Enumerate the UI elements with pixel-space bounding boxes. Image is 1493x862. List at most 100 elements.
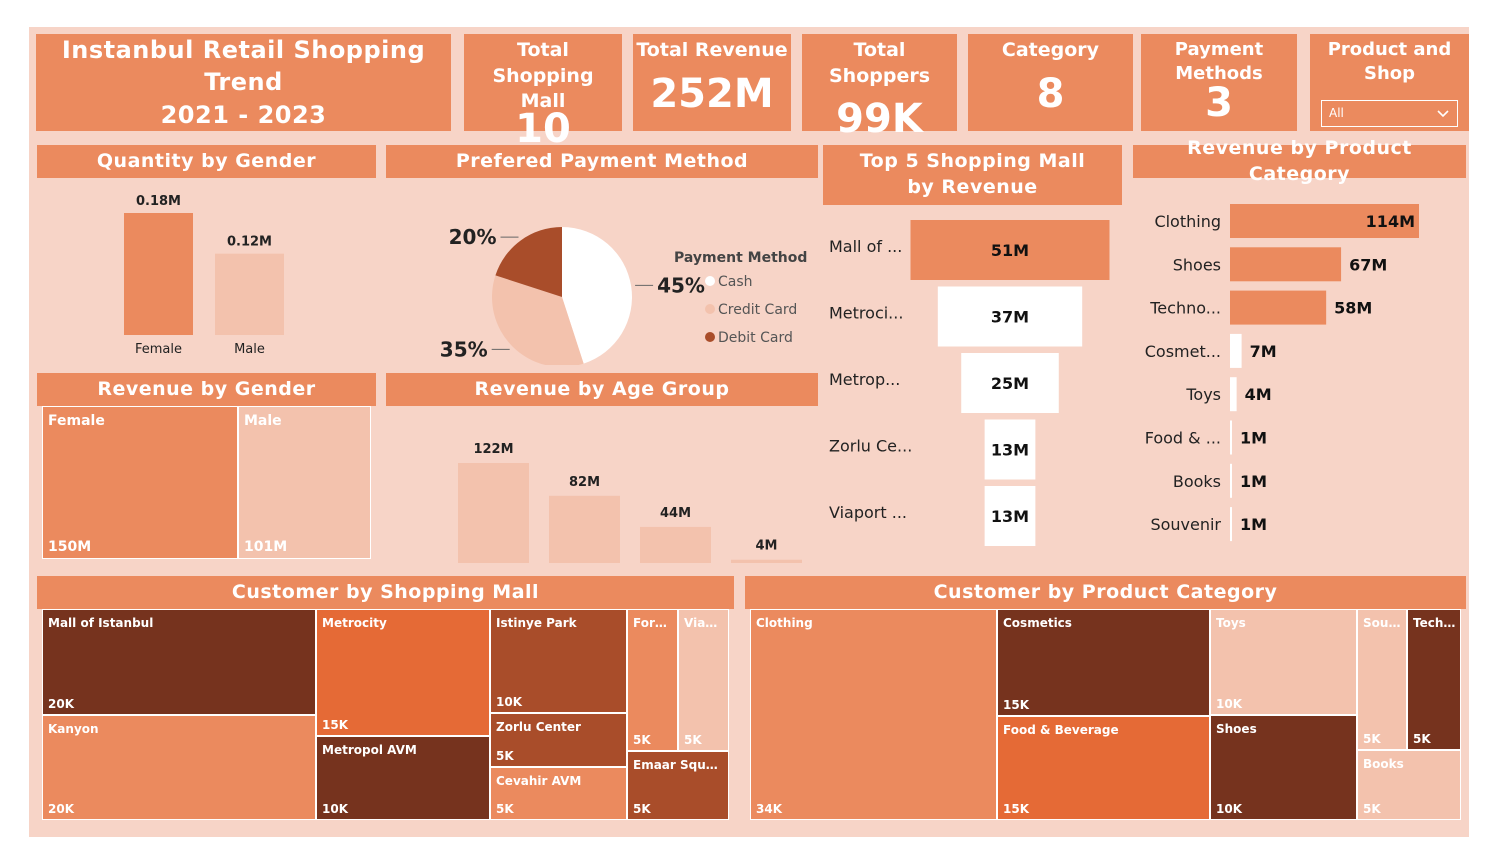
payment-method-header: Prefered Payment Method — [386, 145, 818, 178]
data-label: 82M — [569, 475, 600, 490]
treemap-cell[interactable]: Cosmetics 15K — [997, 609, 1210, 716]
treemap-cell[interactable]: Female 150M — [42, 406, 238, 559]
treemap-cell[interactable]: Souv... 5K — [1357, 609, 1407, 750]
cell-label: Female — [48, 413, 105, 429]
cell-label: Mall of Istanbul — [48, 616, 154, 630]
customer-by-category-header: Customer by Product Category — [745, 576, 1466, 609]
cell-value: 15K — [1003, 802, 1029, 816]
chevron-down-icon — [1436, 106, 1450, 125]
treemap-cell[interactable]: Metrocity 15K — [316, 609, 490, 736]
kpi-value: 3 — [1205, 79, 1233, 126]
bar — [458, 463, 529, 563]
funnel-bar — [937, 286, 1083, 347]
kpi-value: 10 — [515, 105, 571, 152]
cell-value: 5K — [496, 802, 514, 816]
customer-by-mall-header: Customer by Shopping Mall — [37, 576, 734, 609]
cell-label: Viap... — [684, 616, 725, 630]
bar — [1230, 247, 1342, 282]
kpi-total-revenue: Total Revenue 252M — [633, 34, 791, 131]
cell-value: 150M — [48, 539, 92, 555]
treemap-cell[interactable]: Kanyon 20K — [42, 715, 316, 820]
treemap-cell[interactable]: Cevahir AVM 5K — [490, 767, 627, 820]
pie-slice — [492, 275, 584, 365]
cell-value: 5K — [633, 733, 651, 747]
quantity-by-gender-chart: 0.18M Female 0.12M Male — [124, 194, 284, 357]
bar — [1230, 333, 1242, 368]
treemap-cell[interactable]: Food & Beverage 15K — [997, 716, 1210, 820]
cell-value: 15K — [322, 718, 348, 732]
bar — [215, 253, 284, 335]
legend-label: Credit Card — [718, 302, 797, 318]
bar — [1230, 377, 1237, 412]
cell-label: Cevahir AVM — [496, 774, 582, 788]
data-label: 4M — [1245, 385, 1272, 404]
cell-label: Souv... — [1363, 616, 1403, 630]
filter-dropdown[interactable]: All — [1321, 100, 1458, 127]
legend-label: Cash — [718, 274, 753, 290]
data-label: 1M — [1240, 515, 1267, 534]
legend-label: Debit Card — [718, 330, 793, 346]
treemap-cell[interactable]: Shoes 10K — [1210, 715, 1357, 820]
top5-mall-chart: 51M Mall of ... 37M Metroci... 25M Metrop... 1… — [829, 220, 1110, 546]
cell-value: 5K — [684, 733, 702, 747]
bar — [731, 559, 802, 563]
treemap-cell[interactable]: Metropol AVM 10K — [316, 736, 490, 820]
treemap-cell[interactable]: Istinye Park 10K — [490, 609, 627, 713]
treemap-cell[interactable]: Mall of Istanbul 20K — [42, 609, 316, 715]
treemap-cell[interactable]: Tech... 5K — [1407, 609, 1461, 750]
slice-label: 20% — [449, 225, 497, 249]
cell-value: 5K — [633, 802, 651, 816]
row-label: Souvenir — [1150, 515, 1221, 534]
revenue-by-age-header: Revenue by Age Group — [386, 373, 818, 406]
bar — [640, 526, 711, 563]
tick-label: Female — [135, 342, 182, 357]
data-label: 114M — [1366, 212, 1415, 231]
data-label: 4M — [756, 539, 778, 554]
cell-label: Toys — [1216, 616, 1246, 630]
pie-slice — [562, 227, 632, 364]
legend-marker — [705, 304, 715, 314]
title-line1: Instanbul Retail Shopping Trend — [61, 35, 426, 97]
cell-value: 5K — [1363, 802, 1381, 816]
legend-title: Payment Method — [674, 250, 807, 266]
cell-value: 5K — [1363, 732, 1381, 746]
revenue-by-category-header: Revenue by Product Category — [1133, 137, 1466, 185]
cell-value: 20K — [48, 802, 74, 816]
data-label: 122M — [473, 442, 513, 457]
treemap-cell[interactable]: Foru... 5K — [627, 609, 678, 751]
data-label: 1M — [1240, 429, 1267, 448]
treemap-cell[interactable]: Zorlu Center 5K — [490, 713, 627, 767]
treemap-cell[interactable]: Clothing 34K — [750, 609, 997, 820]
row-label: Metrop... — [829, 370, 900, 389]
bar — [124, 213, 193, 335]
kpi-label: Total Shopping Mall — [492, 39, 594, 113]
treemap-cell[interactable]: Books 5K — [1357, 750, 1461, 820]
revenue-by-gender-treemap: Female 150M Male 101M — [42, 406, 371, 559]
treemap-cell[interactable]: Toys 10K — [1210, 609, 1357, 715]
treemap-cell[interactable]: Emaar Squa... 5K — [627, 751, 729, 820]
treemap-cell[interactable]: Male 101M — [238, 406, 371, 559]
payment-method-chart: 45% 35% 20% Payment Method Cash Credit Card De… — [440, 225, 807, 365]
bar — [1230, 420, 1232, 455]
data-label: 25M — [991, 374, 1029, 393]
cell-value: 10K — [322, 802, 348, 816]
bar — [1230, 204, 1419, 238]
kpi-label: Total Revenue — [636, 39, 788, 61]
bar — [549, 495, 620, 563]
filter-label: Product and Shop — [1327, 39, 1452, 85]
row-label: Toys — [1185, 385, 1221, 404]
cell-label: Cosmetics — [1003, 616, 1072, 630]
title-line2: 2021 - 2023 — [160, 100, 327, 129]
cell-label: Metropol AVM — [322, 743, 417, 757]
treemap-cell[interactable]: Viap... 5K — [678, 609, 729, 751]
cell-value: 10K — [1216, 697, 1242, 711]
tick-label: Male — [234, 342, 265, 357]
cell-label: Metrocity — [322, 616, 387, 630]
row-label: Cosmet... — [1145, 342, 1221, 361]
row-label: Zorlu Ce... — [829, 437, 912, 456]
row-label: Books — [1173, 472, 1221, 491]
cell-value: 101M — [244, 539, 288, 555]
kpi-label: Category — [1001, 39, 1100, 61]
data-label: 67M — [1349, 255, 1387, 274]
legend-marker — [705, 276, 715, 286]
